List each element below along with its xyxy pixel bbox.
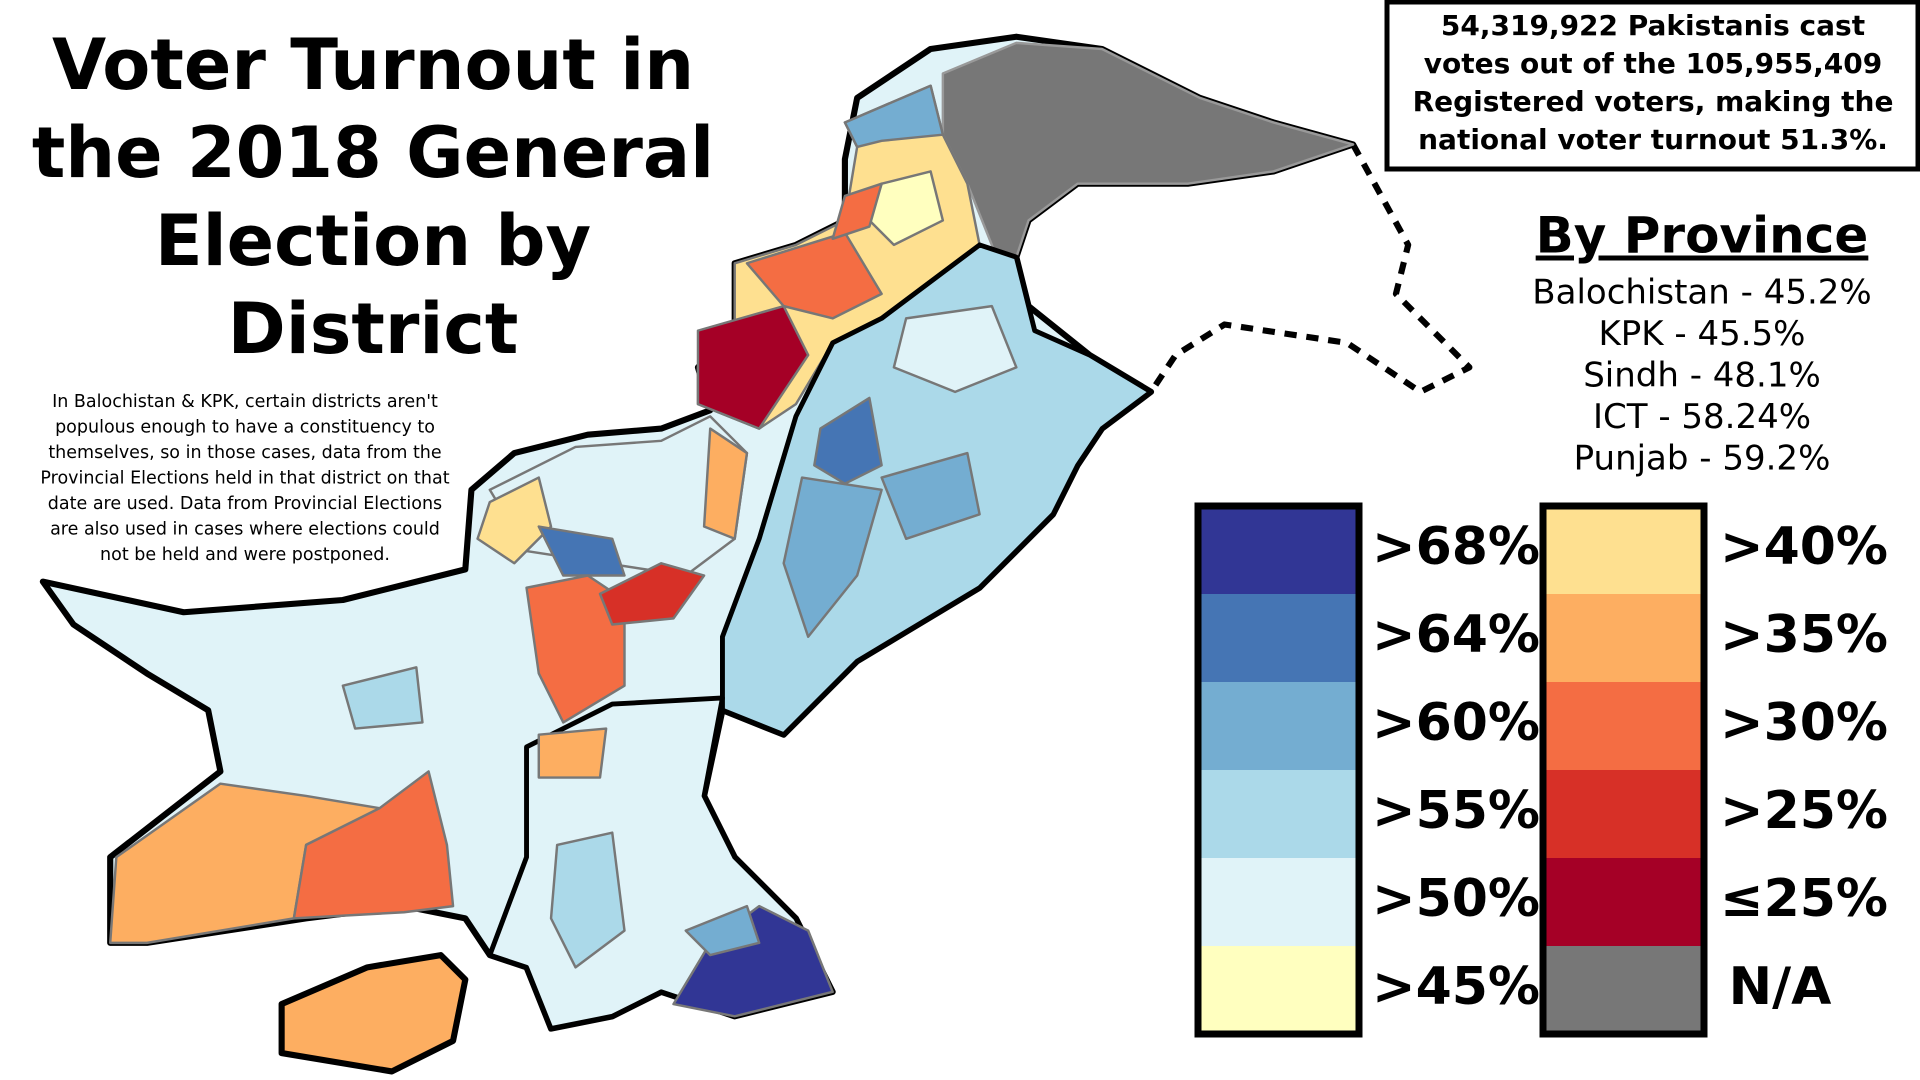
legend-label: >25% bbox=[1720, 781, 1888, 841]
legend-swatch bbox=[1543, 682, 1704, 770]
legend-swatch bbox=[1198, 770, 1359, 858]
map bbox=[39, 33, 1473, 1075]
note-line: themselves, so in those cases, data from… bbox=[48, 443, 441, 463]
legend-swatch bbox=[1198, 682, 1359, 770]
summary-box bbox=[1384, 0, 1920, 172]
legend-label: N/A bbox=[1729, 957, 1832, 1017]
legend-swatch bbox=[1543, 594, 1704, 682]
district bbox=[782, 476, 883, 638]
legend-swatch bbox=[1543, 770, 1704, 858]
district bbox=[843, 84, 945, 149]
district bbox=[880, 451, 981, 541]
note-line: Provincial Elections held in that distri… bbox=[40, 469, 449, 489]
district bbox=[745, 231, 883, 320]
legend-swatch bbox=[1543, 946, 1704, 1034]
title-line: Election by bbox=[155, 200, 591, 282]
district bbox=[598, 562, 706, 626]
legend-column: >68% >64% >60% >55% >50% >45% bbox=[1194, 502, 1540, 1038]
summary-line: 54,319,922 Pakistanis cast bbox=[1441, 9, 1865, 42]
legend-label: >68% bbox=[1372, 517, 1540, 577]
note-line: In Balochistan & KPK, certain districts … bbox=[52, 392, 438, 412]
region-gb bbox=[941, 41, 1355, 357]
legend-swatch bbox=[1543, 858, 1704, 946]
district bbox=[537, 525, 626, 577]
summary-line: national voter turnout 51.3%. bbox=[1418, 123, 1888, 156]
title-line: District bbox=[228, 288, 519, 370]
legend-swatch bbox=[1198, 594, 1359, 682]
legend-swatch bbox=[1198, 946, 1359, 1034]
legend-label: >30% bbox=[1720, 693, 1888, 753]
note-line: date are used. Data from Provincial Elec… bbox=[48, 494, 442, 514]
note-line: populous enough to have a constituency t… bbox=[55, 418, 435, 438]
title-line: Voter Turnout in bbox=[52, 24, 694, 106]
province-line: Sindh - 48.1% bbox=[1583, 356, 1821, 396]
island bbox=[278, 952, 469, 1075]
legend-label: >40% bbox=[1720, 517, 1888, 577]
note-line: not be held and were postponed. bbox=[100, 545, 390, 565]
district bbox=[537, 727, 608, 779]
legend-label: >55% bbox=[1372, 781, 1540, 841]
district bbox=[341, 666, 424, 730]
legend-column: >40% >35% >30% >25% ≤25% N/A bbox=[1539, 502, 1888, 1038]
summary-line: Registered voters, making the bbox=[1413, 85, 1894, 118]
legend-label: >50% bbox=[1372, 869, 1540, 929]
district bbox=[813, 396, 883, 485]
district bbox=[292, 770, 455, 920]
legend-swatch bbox=[1198, 506, 1359, 594]
province-line: Balochistan - 45.2% bbox=[1532, 273, 1871, 313]
district bbox=[831, 182, 883, 241]
district bbox=[702, 427, 749, 541]
district bbox=[892, 304, 1018, 394]
title-line: the 2018 General bbox=[32, 112, 714, 194]
province-line: KPK - 45.5% bbox=[1599, 314, 1806, 354]
legend-swatch bbox=[1198, 858, 1359, 946]
legend-frame bbox=[1539, 502, 1708, 1038]
legend-label: ≤25% bbox=[1720, 869, 1888, 929]
legend-label: >64% bbox=[1372, 605, 1540, 665]
district bbox=[476, 476, 553, 565]
province-line: Punjab - 59.2% bbox=[1574, 439, 1831, 479]
district bbox=[684, 904, 761, 957]
province-line: ICT - 58.24% bbox=[1593, 397, 1811, 437]
province-heading: By Province bbox=[1536, 207, 1869, 265]
district bbox=[525, 574, 626, 724]
district bbox=[549, 831, 626, 969]
legend-swatch bbox=[1543, 506, 1704, 594]
legend-label: >35% bbox=[1720, 605, 1888, 665]
legend-label: >60% bbox=[1372, 693, 1540, 753]
legend-label: >45% bbox=[1372, 957, 1540, 1017]
disputed-border bbox=[1148, 143, 1473, 395]
legend-frame bbox=[1194, 502, 1363, 1038]
note-line: are also used in cases where elections c… bbox=[50, 520, 440, 540]
district bbox=[696, 304, 810, 430]
summary-line: votes out of the 105,955,409 bbox=[1424, 47, 1882, 80]
